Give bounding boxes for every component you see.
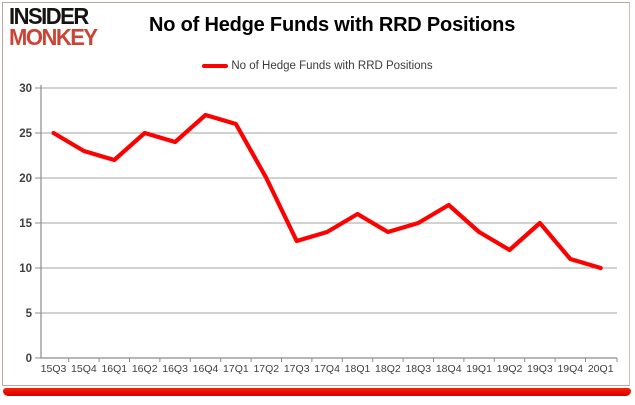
logo-line-insider: INSIDER [9,2,89,30]
chart-widget: INSIDER MONKEY No of Hedge Funds with RR… [2,2,630,386]
legend: No of Hedge Funds with RRD Positions [3,60,632,72]
legend-line-swatch [202,64,229,68]
insider-monkey-logo: INSIDER MONKEY [9,2,98,51]
bottom-accent-bar [3,388,631,396]
legend-label: No of Hedge Funds with RRD Positions [231,60,433,72]
logo-line-monkey: MONKEY [9,24,98,51]
chart-title: No of Hedge Funds with RRD Positions [149,14,516,36]
